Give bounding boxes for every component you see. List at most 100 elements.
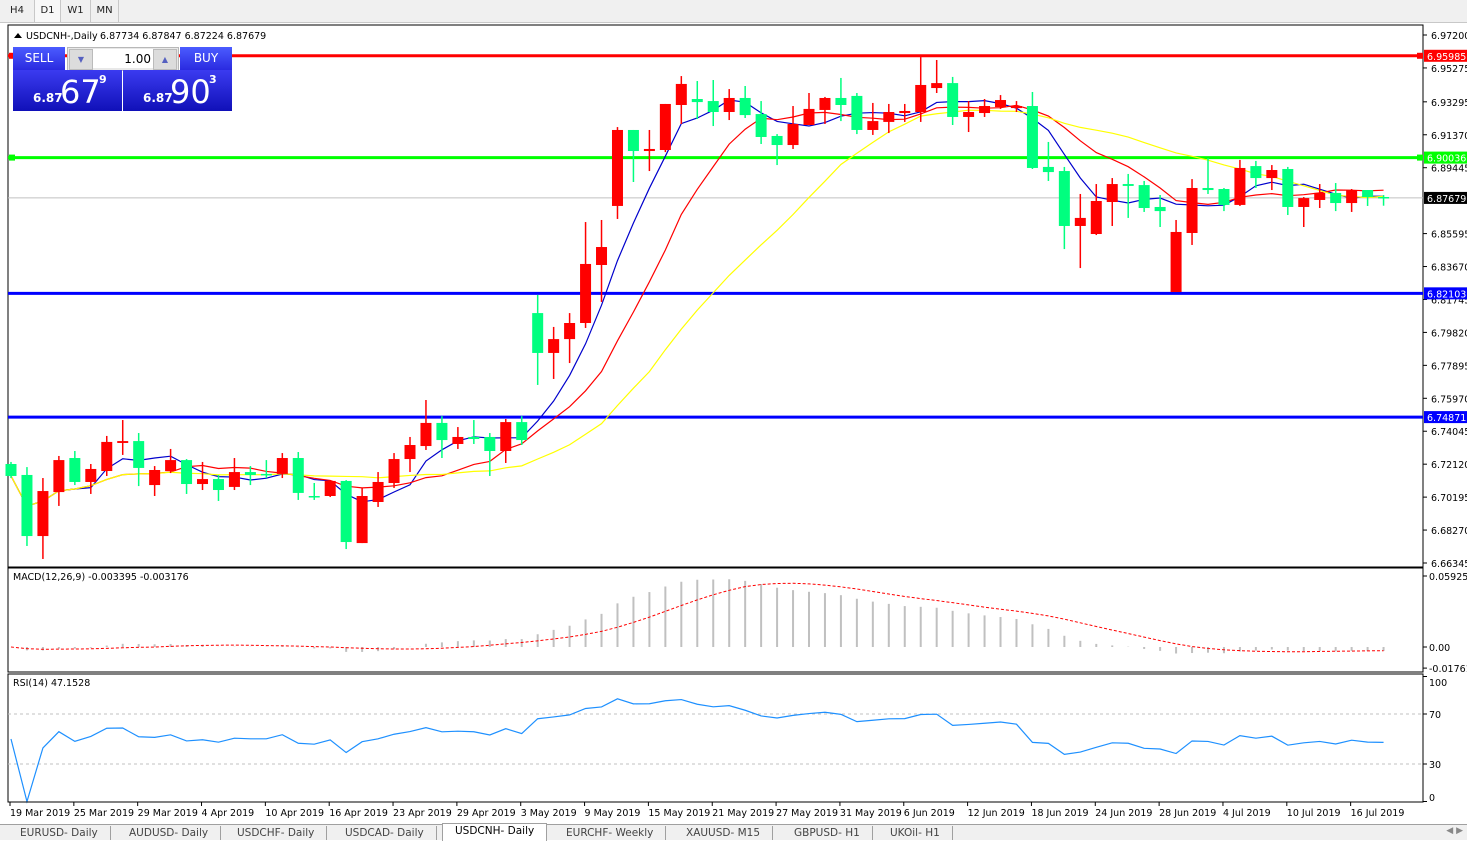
chart-area[interactable]: 6.97200 6.95275 6.93295 6.91370 6.89445 6.855…: [0, 0, 1467, 824]
timeframe-d1[interactable]: D1: [35, 0, 61, 22]
tab-usdcnh-daily[interactable]: USDCNH- Daily: [442, 823, 548, 841]
buy-price-button[interactable]: 6.87 90 3: [123, 70, 232, 111]
level-price-label: 6.90036: [1427, 154, 1466, 165]
date-tick-label: 3 May 2019: [521, 808, 577, 819]
date-tick-label: 28 Jun 2019: [1159, 808, 1216, 819]
price-tick-label: 6.85595: [1431, 230, 1467, 241]
candle-bullish: [803, 108, 815, 126]
candle-bullish: [53, 460, 65, 493]
candle-bullish: [388, 459, 400, 483]
tab-gbpusd-h1[interactable]: GBPUSD- H1: [782, 826, 873, 840]
lot-size-control: ▼ ▲: [67, 47, 179, 71]
price-tick-label: 6.81745: [1431, 295, 1467, 306]
candle-bearish: [516, 422, 528, 441]
timeframe-w1[interactable]: W1: [61, 0, 91, 22]
sell-price-pips: 67: [60, 73, 101, 111]
candle-bullish: [1266, 170, 1278, 179]
tab-xauusd-m15[interactable]: XAUUSD- M15: [674, 826, 774, 840]
candle-bearish: [1202, 187, 1214, 191]
candle-bullish: [1090, 200, 1102, 235]
line-handle-icon: [9, 154, 15, 161]
price-tick-label: 6.93295: [1431, 98, 1467, 109]
candle-bullish: [915, 84, 927, 113]
current-price-label: 6.87679: [1427, 194, 1466, 205]
candle-bullish: [659, 103, 671, 150]
candle-bearish: [1042, 166, 1054, 173]
line-handle-icon: [1417, 52, 1423, 59]
collapse-triangle-icon[interactable]: [14, 33, 22, 38]
candle-bearish: [947, 83, 959, 117]
candle-bullish: [404, 445, 416, 460]
candle-bearish: [835, 97, 847, 105]
candle-bearish: [1154, 206, 1166, 212]
candle-bullish: [276, 458, 288, 474]
current-price-badge: [1424, 191, 1467, 204]
lot-increase-icon[interactable]: ▲: [153, 49, 177, 70]
candle-bullish: [1106, 184, 1118, 203]
macd-tick-label: 0.00: [1429, 643, 1450, 654]
date-tick-label: 18 Jun 2019: [1031, 808, 1088, 819]
candle-bearish: [1122, 184, 1134, 186]
candle-bearish: [1138, 185, 1150, 209]
candle-bearish: [244, 472, 256, 475]
candle-bearish: [532, 313, 544, 353]
candle-bearish: [755, 114, 767, 137]
candle-bullish: [1234, 167, 1246, 205]
tab-usdchf-daily[interactable]: USDCHF- Daily: [225, 826, 328, 840]
sell-button[interactable]: SELL: [13, 47, 65, 71]
candle-bearish: [69, 458, 81, 482]
candle-bullish: [324, 480, 336, 497]
price-tick-label: 6.95275: [1431, 64, 1467, 75]
tab-scroll-arrows-icon[interactable]: ◀ ▶: [1446, 826, 1463, 836]
timeframe-h4[interactable]: H4: [0, 0, 35, 22]
candle-bullish: [149, 469, 161, 486]
rsi-tick-label: 0: [1429, 793, 1435, 804]
price-tick-label: 6.75970: [1431, 394, 1467, 405]
macd-signal-line: [10, 582, 1384, 653]
candle-bullish: [165, 460, 177, 472]
candle-bullish: [85, 468, 97, 482]
candle-bearish: [308, 496, 320, 498]
candle-bullish: [883, 112, 895, 122]
candle-bullish: [452, 436, 464, 444]
date-tick-label: 10 Jul 2019: [1287, 808, 1341, 819]
ma-mid-line: [10, 104, 1384, 507]
timeframe-mn[interactable]: MN: [91, 0, 119, 22]
candle-bullish: [356, 496, 368, 544]
candle-bullish: [675, 83, 687, 105]
lot-decrease-icon[interactable]: ▼: [69, 49, 93, 70]
candle-bullish: [867, 121, 879, 130]
candle-bullish: [963, 112, 975, 117]
candle-bullish: [101, 441, 113, 472]
rsi-line: [10, 698, 1384, 804]
candle-bullish: [1186, 187, 1198, 233]
candle-bearish: [5, 464, 17, 476]
lot-size-input[interactable]: [93, 49, 154, 68]
date-tick-label: 23 Apr 2019: [393, 808, 452, 819]
date-tick-label: 12 Jun 2019: [968, 808, 1025, 819]
tab-ukoil-h1[interactable]: UKOil- H1: [878, 826, 953, 840]
candle-bullish: [979, 106, 991, 114]
candle-bullish: [1170, 231, 1182, 293]
candle-bullish: [1346, 190, 1358, 204]
level-price-badge: [1424, 287, 1467, 300]
candle-bullish: [1314, 192, 1326, 200]
candle-bullish: [723, 97, 735, 113]
candle-bullish: [580, 263, 592, 323]
sell-price-button[interactable]: 6.87 67 9: [13, 70, 122, 111]
tab-audusd-daily[interactable]: AUDUSD- Daily: [117, 826, 222, 840]
level-price-badge: [1424, 411, 1467, 424]
candle-bullish: [1010, 106, 1022, 109]
tab-eurusd-daily[interactable]: EURUSD- Daily: [8, 826, 111, 840]
date-tick-label: 4 Apr 2019: [202, 808, 255, 819]
date-tick-label: 16 Jul 2019: [1351, 808, 1405, 819]
buy-price-fraction: 3: [209, 73, 217, 86]
tab-usdcad-daily[interactable]: USDCAD- Daily: [333, 826, 437, 840]
date-tick-label: 4 Jul 2019: [1223, 808, 1271, 819]
candle-bullish: [787, 123, 799, 146]
buy-button[interactable]: BUY: [180, 47, 232, 71]
tab-eurchf-weekly[interactable]: EURCHF- Weekly: [554, 826, 667, 840]
date-tick-label: 29 Mar 2019: [138, 808, 198, 819]
date-tick-label: 9 May 2019: [585, 808, 641, 819]
rsi-title: RSI(14) 47.1528: [13, 678, 90, 689]
